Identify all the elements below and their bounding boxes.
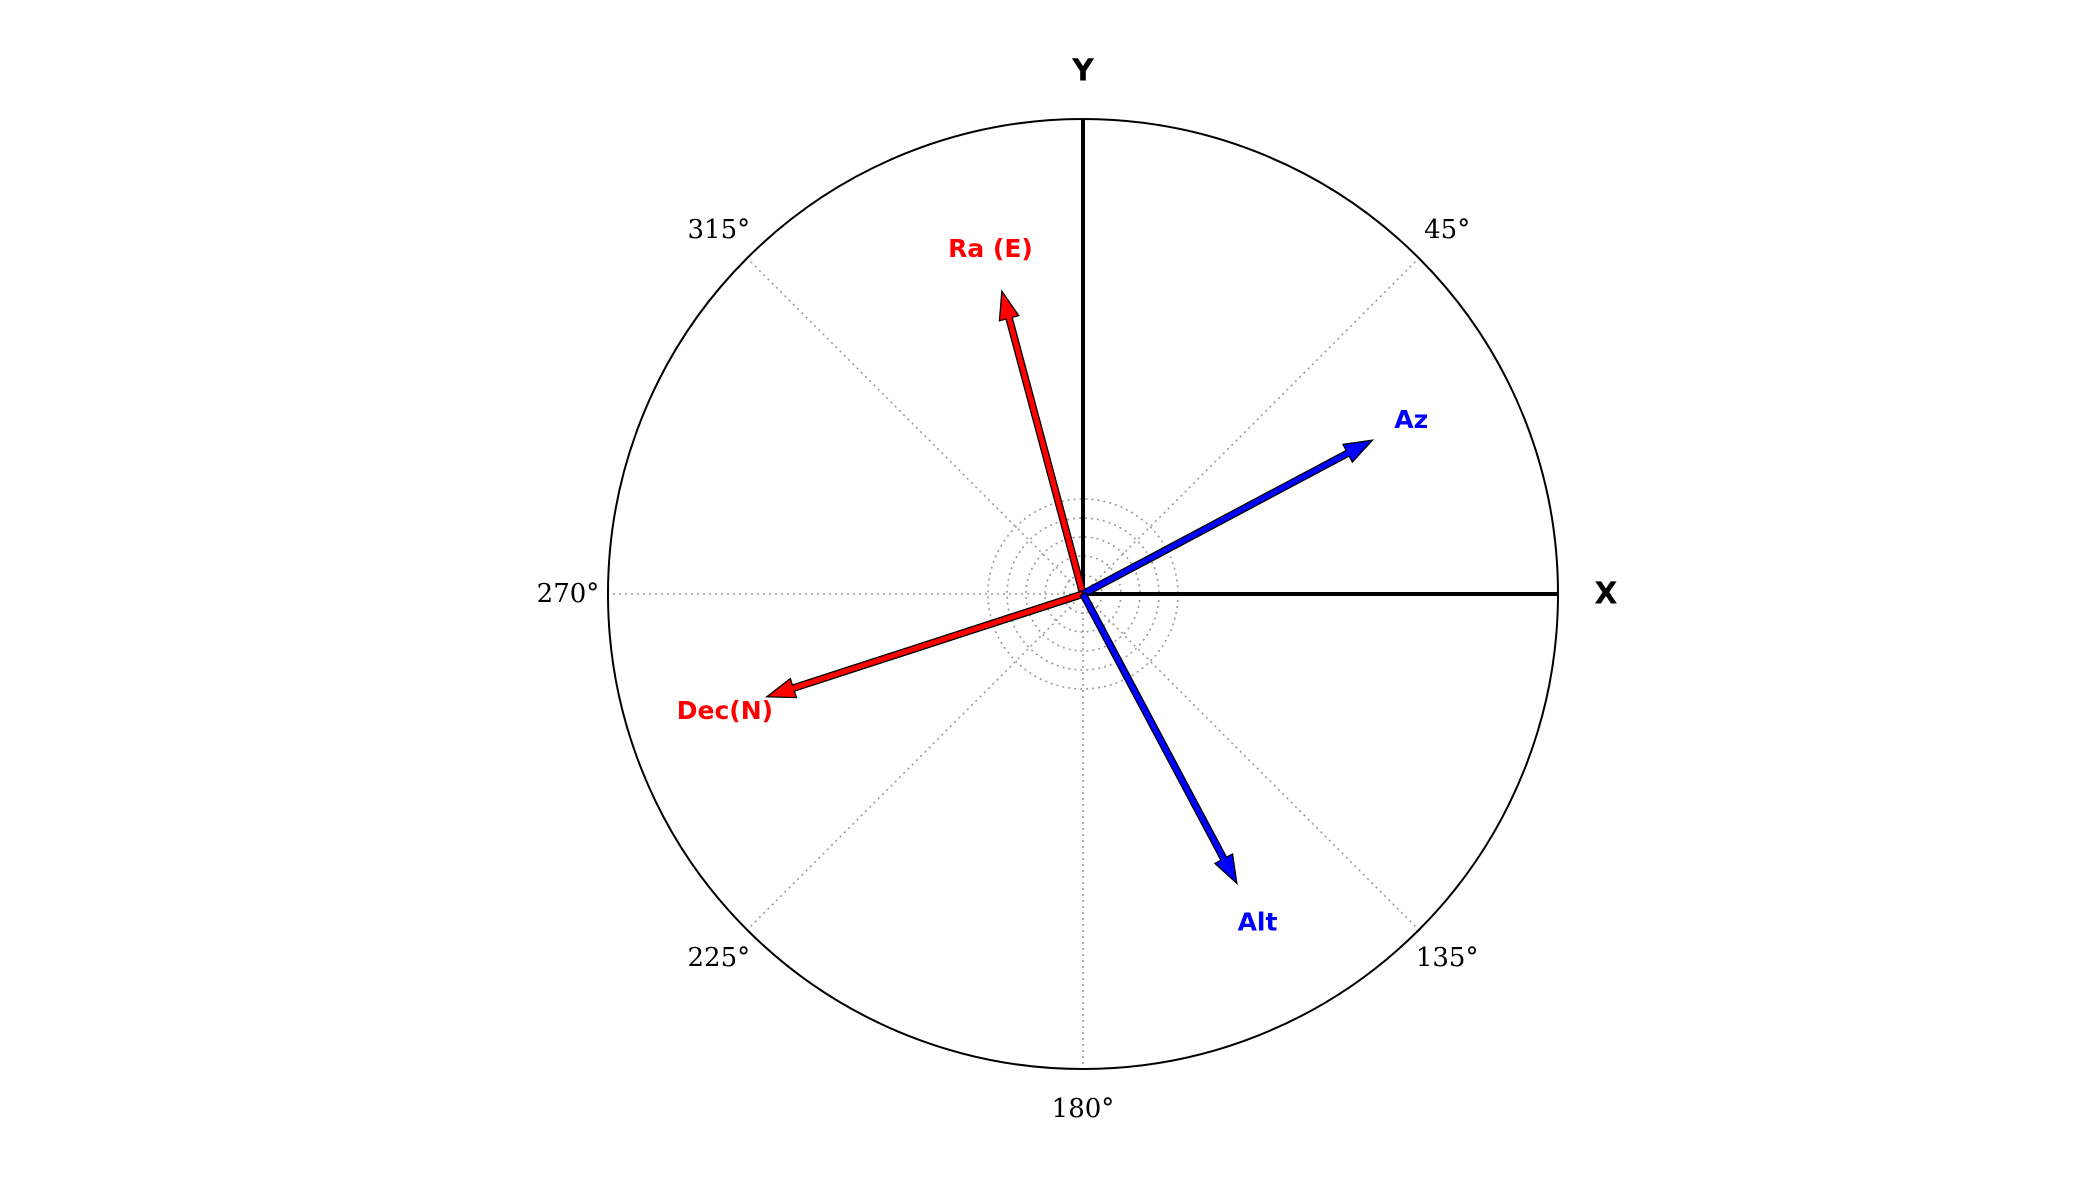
grid-spoke-225 — [747, 594, 1083, 930]
grid-spoke-135 — [1083, 594, 1419, 930]
vector-arrow-alt — [1080, 592, 1237, 883]
angle-label-45: 45° — [1424, 215, 1470, 245]
vector-arrow-dec-n — [767, 591, 1084, 698]
vector-label-dec-n: Dec(N) — [677, 696, 773, 725]
vector-label-alt: Alt — [1238, 908, 1278, 937]
axis-label-x: X — [1594, 577, 1617, 612]
angle-label-135: 135° — [1416, 943, 1479, 973]
axis-label-y: Y — [1071, 54, 1095, 89]
vector-arrows: Ra (E) Dec(N) Az Alt — [677, 234, 1428, 937]
angle-label-270: 270° — [537, 579, 600, 609]
vector-label-ra-e: Ra (E) — [948, 234, 1033, 263]
axis-lines: YX — [1071, 54, 1617, 612]
angle-label-315: 315° — [688, 215, 751, 245]
angle-labels: 45° 135° 180° 225° 270° 315° — [537, 215, 1479, 1124]
angle-label-180: 180° — [1052, 1094, 1115, 1124]
vector-arrow-az — [1081, 440, 1372, 597]
angle-label-225: 225° — [688, 943, 751, 973]
vector-label-az: Az — [1394, 405, 1428, 434]
grid-spoke-315 — [747, 258, 1083, 594]
vector-arrow-ra-e — [999, 291, 1086, 595]
grid-spoke-45 — [1083, 258, 1419, 594]
